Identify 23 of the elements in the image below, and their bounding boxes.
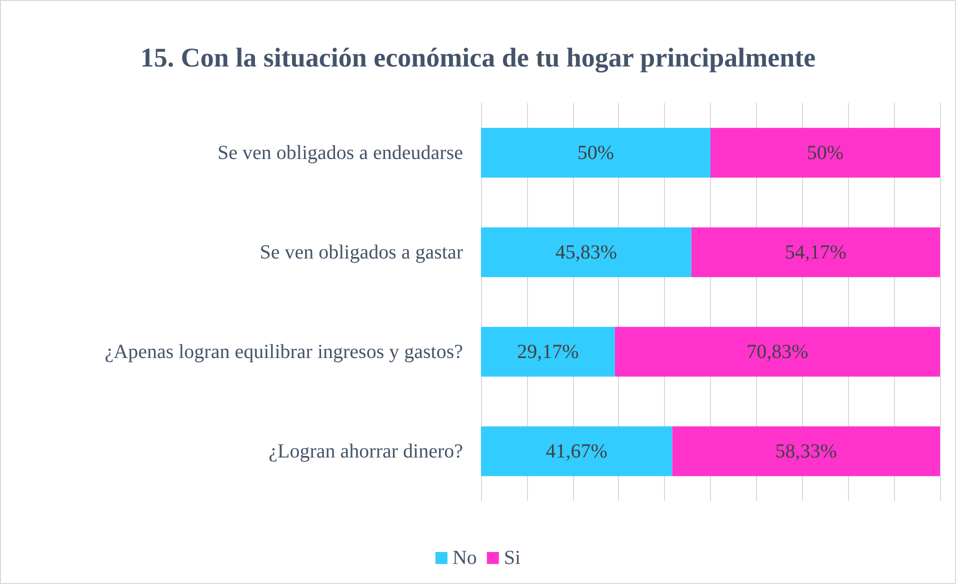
bar — [672, 426, 940, 476]
legend-label: Si — [504, 547, 522, 569]
data-label: 70,83% — [746, 340, 808, 363]
y-tick-label: Se ven obligados a endeudarse — [218, 142, 464, 164]
data-label: 50% — [577, 142, 614, 164]
bar — [481, 426, 672, 476]
bar — [481, 326, 615, 377]
data-label: 41,67% — [546, 440, 608, 462]
y-tick-label: Se ven obligados a gastar — [260, 241, 464, 264]
bar — [481, 227, 692, 278]
bar — [614, 326, 940, 377]
data-label: 54,17% — [784, 241, 847, 264]
bar — [481, 128, 710, 178]
legend-label: No — [452, 547, 477, 569]
bar — [691, 227, 940, 278]
chart-title: 15. Con la situación económica de tu hogar principalmente — [140, 42, 816, 72]
y-tick-label: ¿Apenas logran equilibrar ingresos y gastos? — [104, 340, 464, 363]
data-label: 58,33% — [775, 440, 837, 462]
data-label: 29,17% — [517, 340, 579, 363]
data-label: 50% — [806, 142, 844, 164]
data-label: 45,83% — [555, 241, 618, 264]
y-tick-label: ¿Logran ahorrar dinero? — [268, 440, 464, 462]
bar — [710, 128, 940, 178]
